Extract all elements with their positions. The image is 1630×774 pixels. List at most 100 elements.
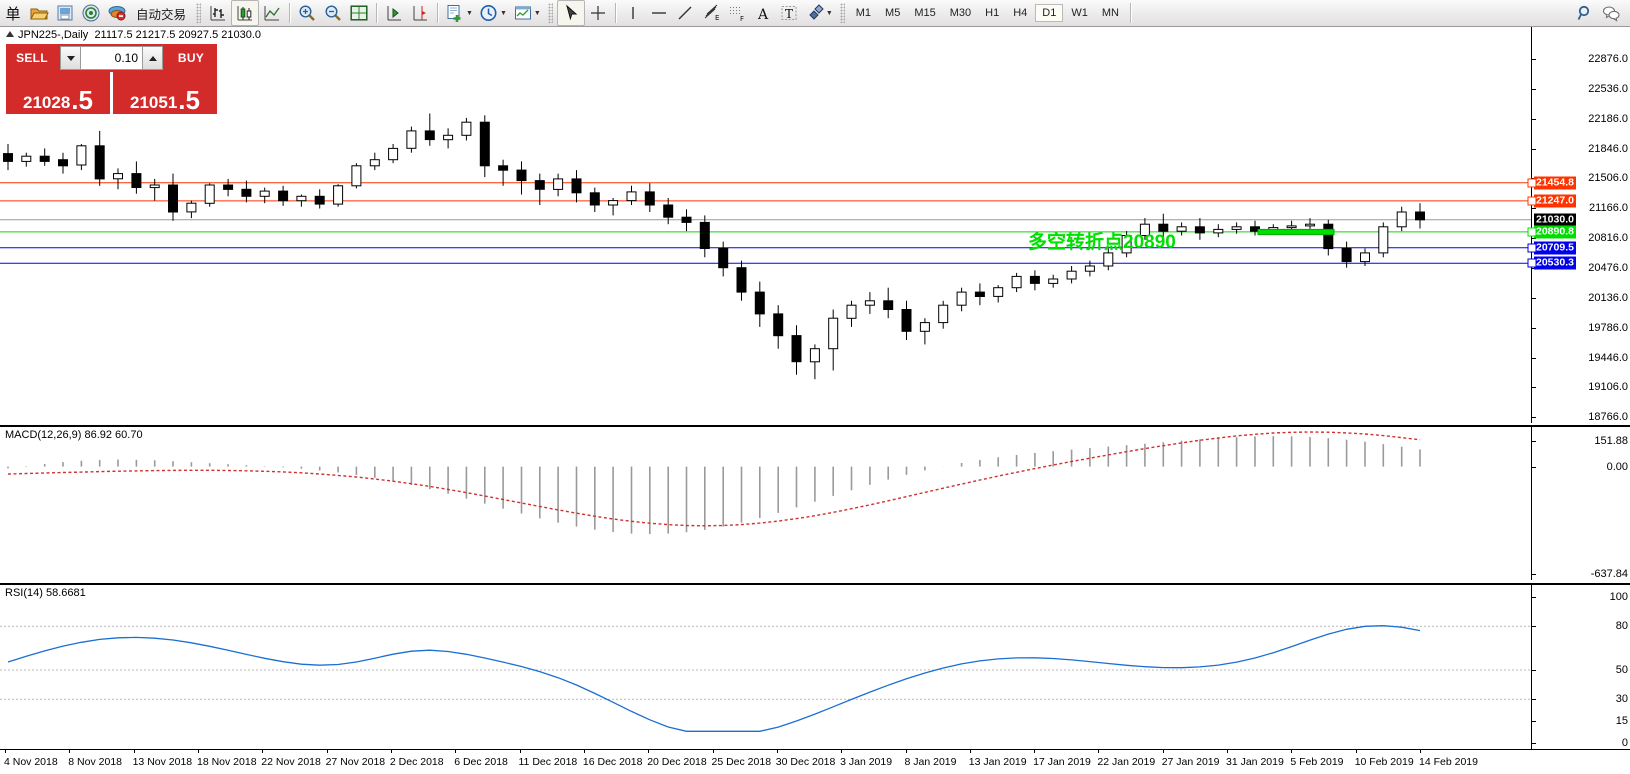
price-pane[interactable]: JPN225-,Daily 21117.5 21217.5 20927.5 21…	[0, 27, 1630, 423]
rsi-y-tick-label: 80	[1615, 620, 1628, 633]
shift-end-icon[interactable]	[381, 1, 407, 25]
volume-control[interactable]: 0.10	[58, 44, 165, 72]
auto-trading-label[interactable]: 自动交易	[130, 1, 192, 25]
buy-price-box[interactable]: 21051.5	[113, 72, 217, 114]
toolbar-separator-4	[614, 3, 616, 23]
candlestick-plot	[0, 113, 1532, 380]
volume-increment-button[interactable]	[142, 46, 163, 70]
price-level-tag[interactable]: 20530.3	[1534, 256, 1576, 270]
new-order-icon[interactable]: 单	[0, 1, 26, 25]
channel-icon[interactable]: F	[724, 1, 750, 25]
price-y-axis[interactable]: 22876.0 22536.0 22186.0 21846.0 21506.0 21166…	[1527, 27, 1630, 423]
collapse-triangle-icon[interactable]	[6, 31, 14, 37]
sell-button[interactable]: SELL	[6, 44, 58, 72]
price-level-tag[interactable]: 20890.8	[1534, 225, 1576, 239]
price-level-handle[interactable]	[1527, 178, 1537, 188]
trendline-icon[interactable]	[672, 1, 698, 25]
price-level-handle[interactable]	[1527, 227, 1537, 237]
tile-windows-icon[interactable]	[346, 1, 372, 25]
timeframe-mn[interactable]: MN	[1101, 7, 1119, 19]
price-level-tag[interactable]: 21247.0	[1534, 194, 1576, 208]
save-as-picture-icon[interactable]	[52, 1, 78, 25]
toolbar-separator-3	[437, 3, 439, 23]
vertical-line-icon[interactable]	[620, 1, 646, 25]
cursor-icon[interactable]	[556, 0, 585, 26]
timeframe-m30[interactable]: M30	[949, 7, 972, 19]
expert-advisor-icon[interactable]	[104, 1, 130, 25]
zoom-in-icon[interactable]	[294, 1, 320, 25]
x-tick-label: 13 Jan 2019	[968, 756, 1027, 768]
sell-price-integer: 21028	[23, 93, 71, 112]
rsi-y-tick	[1532, 721, 1536, 723]
toolbar-grip-3[interactable]	[839, 3, 845, 23]
candlestick-chart-icon[interactable]	[231, 0, 260, 26]
horizontal-line-icon[interactable]	[646, 1, 672, 25]
volume-dropdown-button[interactable]	[60, 46, 81, 70]
buy-button[interactable]: BUY	[165, 44, 217, 72]
chevron-down-icon-2[interactable]: ▼	[499, 9, 507, 17]
y-tick	[1532, 328, 1536, 330]
timeframe-h1[interactable]: H1	[985, 7, 1000, 19]
text-label-icon[interactable]: A	[750, 1, 776, 25]
sell-price-box[interactable]: 21028.5	[6, 72, 110, 114]
price-level-tag[interactable]: 21454.8	[1534, 176, 1576, 190]
symbol-name: JPN225-,Daily	[18, 29, 89, 41]
timeframe-m1[interactable]: M1	[855, 7, 872, 19]
volume-input[interactable]: 0.10	[81, 46, 142, 70]
x-tick-label: 17 Jan 2019	[1033, 756, 1091, 768]
open-folder-icon[interactable]	[26, 1, 52, 25]
timeframe-h4[interactable]: H4	[1013, 7, 1028, 19]
chart-annotation[interactable]: 多空转折点20890	[1028, 232, 1176, 253]
y-tick	[1532, 417, 1536, 418]
x-tick	[648, 750, 650, 753]
text-icon[interactable]: T	[776, 1, 802, 25]
chart-area[interactable]: JPN225-,Daily 21117.5 21217.5 20927.5 21…	[0, 27, 1630, 774]
templates-icon[interactable]: ▼	[510, 1, 544, 25]
timeframe-m15[interactable]: M15	[914, 7, 936, 19]
timeframe-m5[interactable]: M5	[885, 7, 901, 19]
rsi-pane[interactable]: RSI(14) 58.6681 100 80 50 30 15 0	[0, 583, 1630, 752]
price-level-handle[interactable]	[1527, 196, 1537, 206]
timeframe-w1[interactable]: W1	[1071, 7, 1088, 19]
x-tick-label: 27 Nov 2018	[325, 756, 386, 768]
fibonacci-icon[interactable]: E	[698, 1, 724, 25]
chevron-down-icon-volume	[66, 55, 75, 61]
date-axis[interactable]: 4 Nov 2018 8 Nov 2018 13 Nov 2018 18 Nov 20…	[0, 749, 1630, 774]
chevron-down-icon[interactable]: ▼	[466, 9, 473, 17]
y-tick	[1532, 59, 1536, 60]
buy-price-integer: 21051	[130, 93, 178, 112]
zoom-out-icon[interactable]	[320, 1, 346, 25]
chat-icon[interactable]	[1598, 1, 1624, 25]
chevron-up-icon-volume	[148, 55, 157, 61]
toolbar-grip-2[interactable]	[547, 3, 553, 23]
svg-text:E: E	[715, 14, 719, 22]
chevron-down-icon-3[interactable]: ▼	[533, 9, 541, 17]
line-chart-icon[interactable]	[259, 1, 285, 25]
x-tick-label: 16 Dec 2018	[582, 756, 643, 768]
objects-icon[interactable]: ▼	[802, 1, 836, 25]
x-tick-label: 3 Jan 2019	[840, 756, 893, 768]
indicators-icon[interactable]: ▼	[442, 1, 476, 25]
x-tick	[5, 750, 6, 753]
chevron-down-icon-4[interactable]: ▼	[825, 9, 833, 17]
y-tick-label: 19106.0	[1588, 381, 1628, 394]
rsi-y-axis: 100 80 50 30 15 0	[1531, 585, 1630, 750]
timeframe-d1[interactable]: D1	[1035, 4, 1064, 22]
x-tick	[841, 750, 843, 753]
search-icon[interactable]	[1572, 1, 1598, 25]
toolbar-grip[interactable]	[196, 3, 202, 23]
rsi-y-tick-label: 15	[1615, 715, 1628, 728]
crosshair-icon[interactable]	[585, 1, 611, 25]
price-level-handle[interactable]	[1527, 258, 1537, 268]
price-level-tag[interactable]: 21030.0	[1534, 213, 1576, 227]
auto-scroll-icon[interactable]	[407, 1, 433, 25]
one-click-trading-panel[interactable]: SELL 0.10 BUY 21028.5 21051.5	[6, 44, 217, 114]
price-level-tag[interactable]: 20709.5	[1534, 241, 1576, 255]
macd-pane[interactable]: MACD(12,26,9) 86.92 60.70 151.88 0.00 -637…	[0, 425, 1630, 582]
price-level-handle[interactable]	[1527, 243, 1537, 253]
macd-y-axis: 151.88 0.00 -637.84	[1531, 427, 1630, 580]
bar-chart-icon[interactable]	[205, 1, 231, 25]
x-tick-label: 18 Nov 2018	[197, 756, 257, 768]
periods-icon[interactable]: ▼	[476, 1, 510, 25]
broadcast-icon[interactable]	[78, 1, 104, 25]
